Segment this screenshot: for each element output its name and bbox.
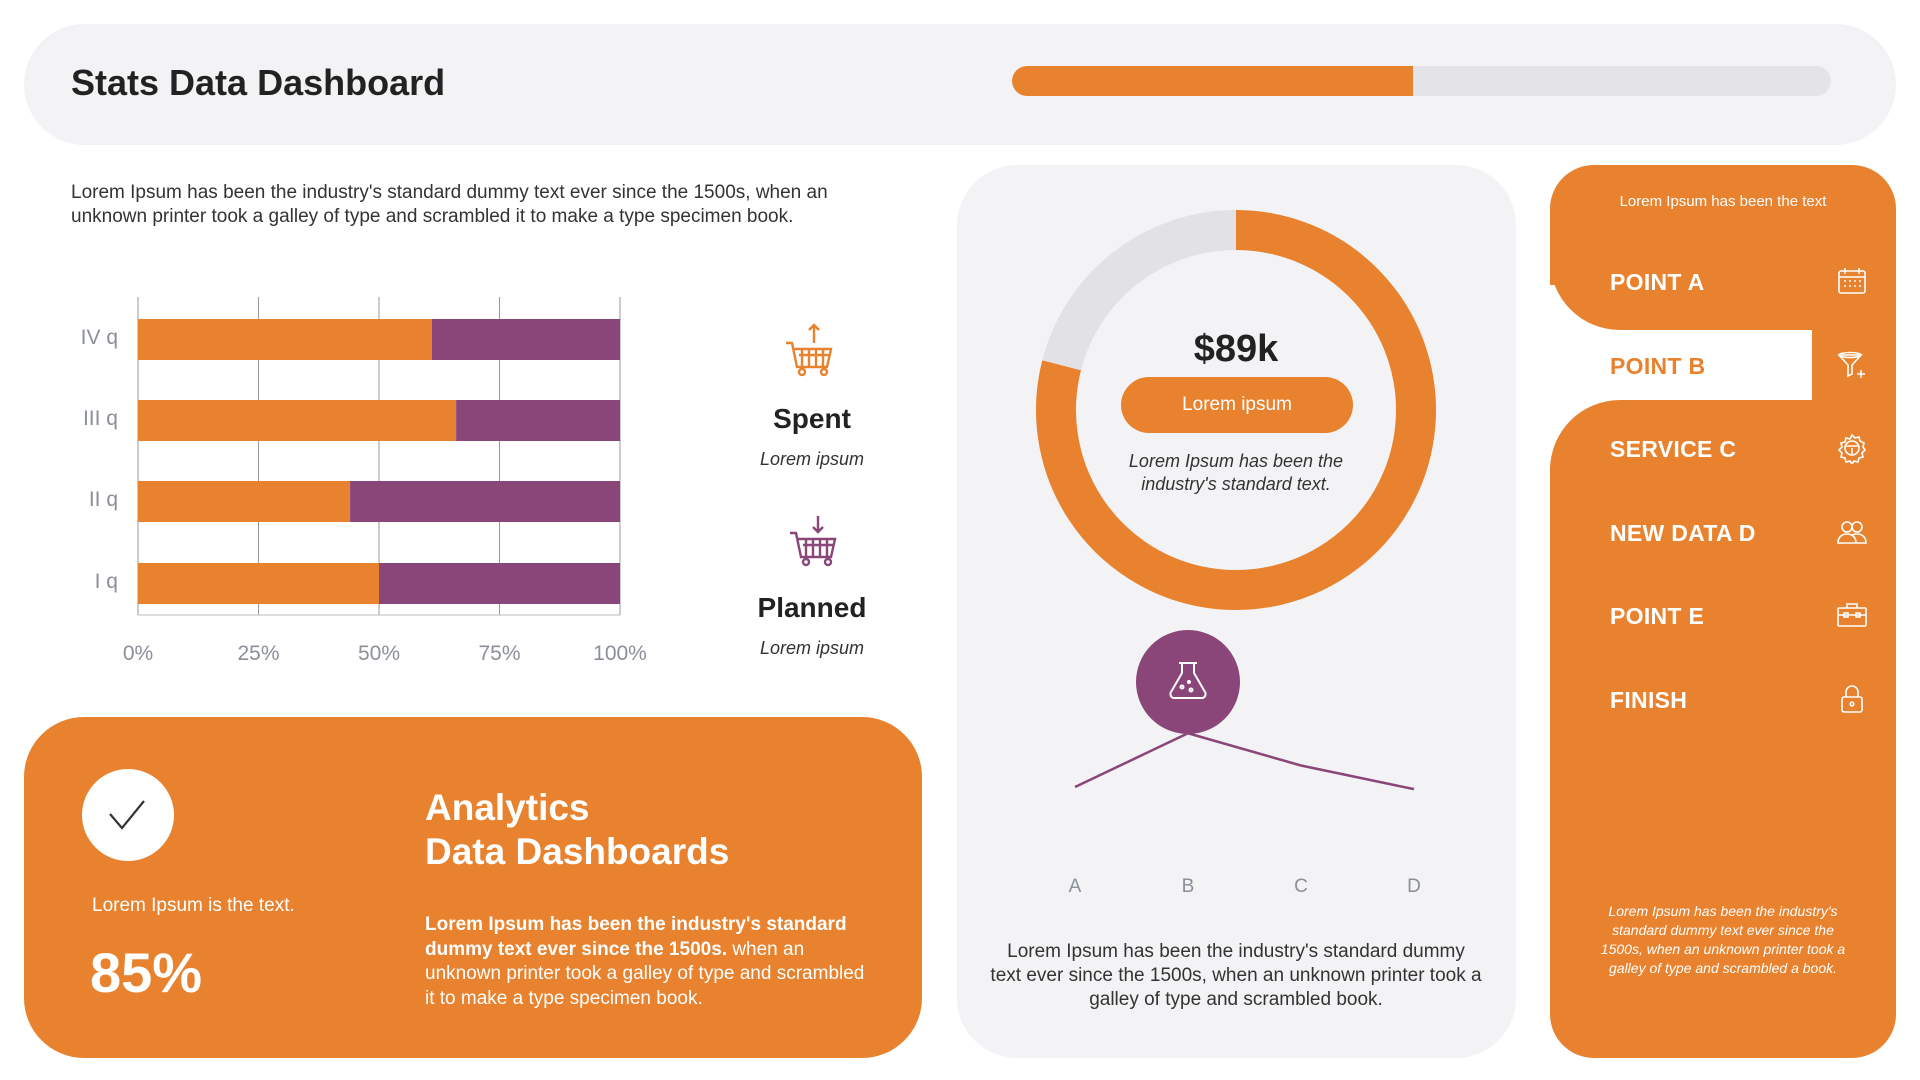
users-icon xyxy=(1836,516,1868,548)
bar-segment xyxy=(432,319,620,360)
menu-item-label: FINISH xyxy=(1610,686,1688,713)
bar-segment xyxy=(350,481,620,522)
menu-block-top xyxy=(1550,165,1812,330)
menu-item-new-data-d[interactable]: NEW DATA D xyxy=(1550,516,1896,556)
menu-item-service-c[interactable]: SERVICE C xyxy=(1550,432,1896,472)
card-heading: Analytics Data Dashboards xyxy=(425,786,729,874)
calendar-icon xyxy=(1836,265,1868,297)
planned-title: Planned xyxy=(757,592,867,623)
menu-item-point-a[interactable]: POINT A xyxy=(1550,265,1896,305)
cart-arrow-up-icon xyxy=(786,323,833,377)
lock-icon xyxy=(1836,683,1868,715)
line-x-label: B xyxy=(1181,876,1195,897)
menu-heading: Lorem Ipsum has been the text xyxy=(1619,193,1827,210)
spent-title: Spent xyxy=(773,403,851,434)
x-tick-label: 25% xyxy=(237,642,280,665)
menu-footer: Lorem Ipsum has been the industry's stan… xyxy=(1600,903,1846,976)
line-chart xyxy=(1074,731,1415,791)
bar-segment xyxy=(138,400,457,441)
menu-item-label: POINT A xyxy=(1610,269,1705,295)
card-body-bold: Lorem Ipsum has been the industry's stan… xyxy=(425,914,847,960)
intro-text: Lorem Ipsum has been the industry's stan… xyxy=(71,182,828,227)
x-tick-label: 0% xyxy=(122,642,154,665)
bar-segment xyxy=(379,563,620,604)
menu-item-label: NEW DATA D xyxy=(1610,519,1756,546)
donut-button[interactable]: Lorem ipsum xyxy=(1121,377,1353,433)
toolbox-icon xyxy=(1836,599,1868,631)
cart-arrow-down-icon xyxy=(790,516,837,567)
card-body-rest: when an unknown printer took a galley of… xyxy=(425,938,865,1009)
x-tick-label: 50% xyxy=(357,642,401,665)
category-label: IV q xyxy=(80,326,118,349)
page-title: Stats Data Dashboard xyxy=(71,62,446,103)
spent-subtitle: Lorem ipsum xyxy=(759,449,865,469)
bar-chart xyxy=(137,297,621,616)
bar-segment xyxy=(138,319,433,360)
planned-subtitle: Lorem ipsum xyxy=(759,638,865,658)
line-x-label: A xyxy=(1068,876,1082,897)
checkmark-badge xyxy=(82,769,174,861)
progress-fill xyxy=(1012,66,1414,96)
menu-item-label: POINT B xyxy=(1610,352,1706,379)
card-heading-line2: Data Dashboards xyxy=(425,831,730,872)
card-percent: 85% xyxy=(90,941,203,1004)
funnel-plus-icon xyxy=(1836,349,1868,381)
menu-block-bottom xyxy=(1550,400,1812,600)
flask-icon xyxy=(1169,662,1207,700)
menu-item-point-b[interactable]: POINT B xyxy=(1550,349,1896,389)
donut-caption: Lorem Ipsum has been the industry's stan… xyxy=(1128,451,1344,494)
gear-icon xyxy=(1836,432,1868,466)
line-series xyxy=(1074,731,1415,791)
menu-item-finish[interactable]: FINISH xyxy=(1550,683,1896,723)
menu-item-label: POINT E xyxy=(1610,603,1705,629)
donut-panel xyxy=(957,165,1516,1058)
x-tick-label: 100% xyxy=(593,642,647,665)
donut-segment xyxy=(1036,210,1436,610)
menu-item-point-e[interactable]: POINT E xyxy=(1550,599,1896,639)
progress-bar xyxy=(1012,66,1831,96)
card-body: Lorem Ipsum has been the industry's stan… xyxy=(425,913,865,1011)
analytics-card xyxy=(24,717,922,1058)
line-x-label: C xyxy=(1294,876,1308,897)
menu-panel: Lorem Ipsum has been the text POINT A POI… xyxy=(1550,165,1896,1058)
bar-segment xyxy=(456,400,620,441)
card-heading-line1: Analytics xyxy=(425,787,590,828)
donut-chart xyxy=(1036,210,1436,610)
category-label: I q xyxy=(94,570,118,593)
mid-paragraph: Lorem Ipsum has been the industry's stan… xyxy=(990,941,1482,1010)
donut-value: $89k xyxy=(1193,328,1279,370)
flask-badge xyxy=(1136,630,1240,734)
x-tick-label: 75% xyxy=(478,642,521,665)
category-label: II q xyxy=(88,488,118,511)
line-x-label: D xyxy=(1407,876,1421,897)
checkmark-icon xyxy=(109,800,145,830)
bar-segment xyxy=(138,481,351,522)
bar-segment xyxy=(138,563,379,604)
donut-segment xyxy=(1042,210,1237,371)
card-caption: Lorem Ipsum is the text. xyxy=(92,895,295,916)
menu-item-label: SERVICE C xyxy=(1610,436,1737,462)
active-item-highlight xyxy=(1550,330,1812,400)
category-label: III q xyxy=(82,407,118,430)
